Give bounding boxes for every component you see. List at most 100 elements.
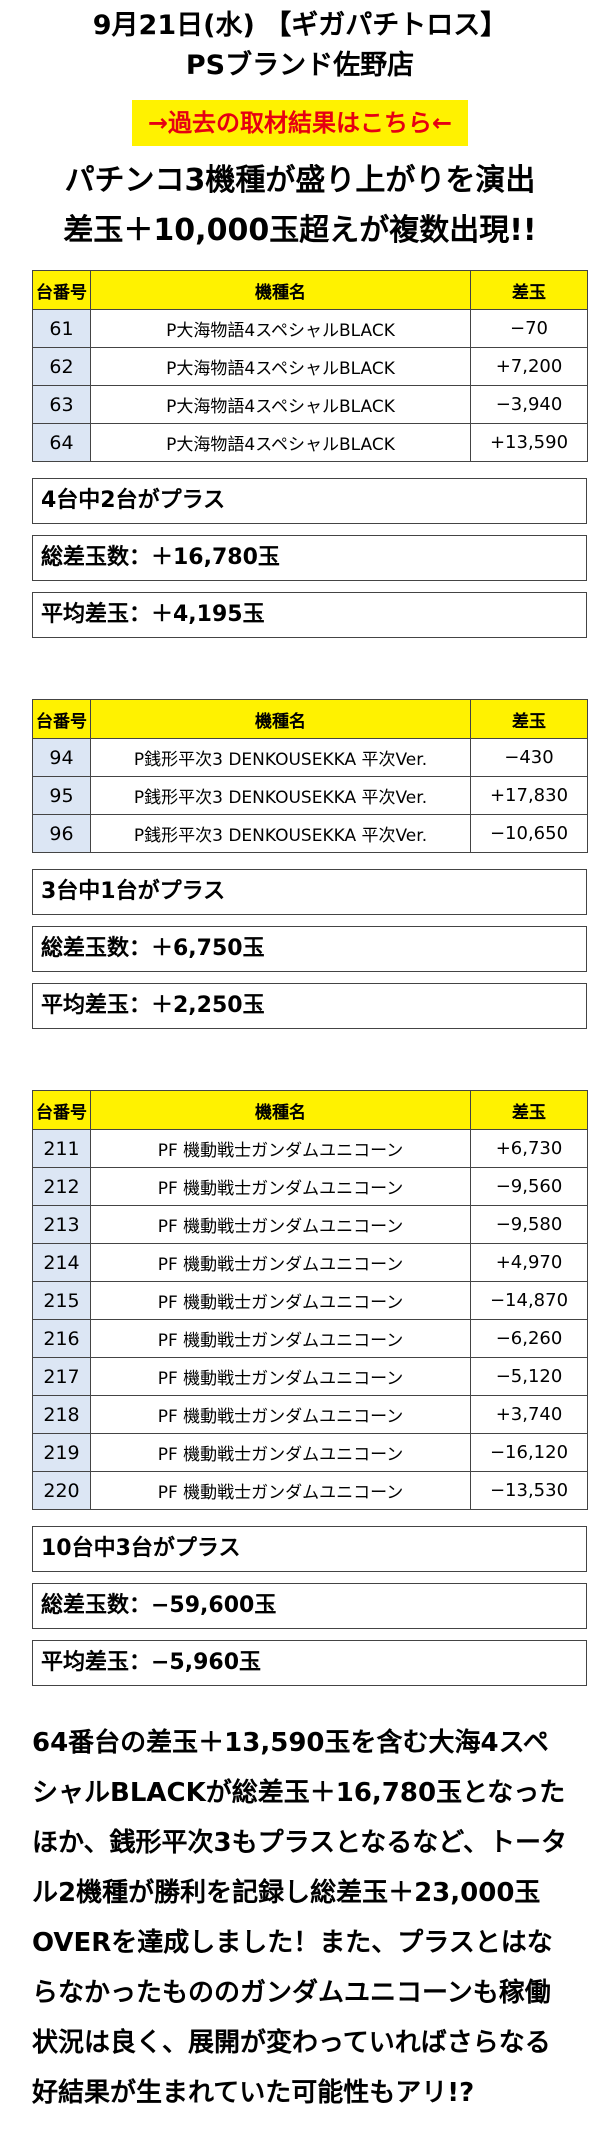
ball-difference: −16,120 — [470, 1433, 588, 1472]
table-row: 62 P大海物語4スペシャルBLACK +7,200 — [32, 347, 588, 386]
machine-model: PF 機動戦士ガンダムユニコーン — [90, 1433, 471, 1472]
average-diff-summary: 平均差玉：＋2,250玉 — [32, 983, 587, 1029]
machine-model: P大海物語4スペシャルBLACK — [90, 423, 471, 462]
ball-difference: −5,120 — [470, 1357, 588, 1396]
column-header-number: 台番号 — [32, 699, 91, 739]
ball-difference: −70 — [470, 309, 588, 348]
table-row: 64 P大海物語4スペシャルBLACK +13,590 — [32, 423, 588, 462]
machine-model: P銭形平次3 DENKOUSEKKA 平次Ver. — [90, 776, 471, 815]
column-header-model: 機種名 — [90, 270, 471, 310]
column-header-number: 台番号 — [32, 1090, 91, 1130]
machine-model: P大海物語4スペシャルBLACK — [90, 385, 471, 424]
total-diff-summary: 総差玉数：＋16,780玉 — [32, 535, 587, 581]
table-row: 61 P大海物語4スペシャルBLACK −70 — [32, 309, 588, 348]
machine-number: 215 — [32, 1281, 91, 1320]
store-name: PSブランド佐野店 — [185, 50, 415, 81]
results-table: 台番号 機種名 差玉 61 P大海物語4スペシャルBLACK −70 62 P大海物語4スペシ… — [32, 270, 588, 462]
machine-model: PF 機動戦士ガンダムユニコーン — [90, 1167, 471, 1206]
machine-model: P銭形平次3 DENKOUSEKKA 平次Ver. — [90, 814, 471, 853]
summary-paragraph: 64番台の差玉＋13,590玉を含む大海4スペシャルBLACKが総差玉＋16,7… — [32, 1728, 567, 2108]
results-table: 台番号 機種名 差玉 94 P銭形平次3 DENKOUSEKKA 平次Ver. −430 9… — [32, 699, 588, 853]
table-row: 214 PF 機動戦士ガンダムユニコーン +4,970 — [32, 1243, 588, 1282]
results-table: 台番号 機種名 差玉 211 PF 機動戦士ガンダムユニコーン +6,730 212 PF 機… — [32, 1090, 588, 1510]
plus-count-summary: 10台中3台がプラス — [32, 1526, 587, 1572]
column-header-model: 機種名 — [90, 699, 471, 739]
table-row: 96 P銭形平次3 DENKOUSEKKA 平次Ver. −10,650 — [32, 814, 588, 853]
table-row: 94 P銭形平次3 DENKOUSEKKA 平次Ver. −430 — [32, 738, 588, 777]
machine-number: 96 — [32, 814, 91, 853]
table-row: 218 PF 機動戦士ガンダムユニコーン +3,740 — [32, 1395, 588, 1434]
table-row: 63 P大海物語4スペシャルBLACK −3,940 — [32, 385, 588, 424]
date-title: 9月21日(水) 【ギガパチトロス】 — [92, 10, 508, 41]
headline-line-1: パチンコ3機種が盛り上がりを演出 — [64, 163, 536, 198]
column-header-number: 台番号 — [32, 270, 91, 310]
machine-number: 212 — [32, 1167, 91, 1206]
table-row: 95 P銭形平次3 DENKOUSEKKA 平次Ver. +17,830 — [32, 776, 588, 815]
machine-number: 94 — [32, 738, 91, 777]
ball-difference: −3,940 — [470, 385, 588, 424]
column-header-diff: 差玉 — [470, 270, 588, 310]
table-header-row: 台番号 機種名 差玉 — [32, 1090, 588, 1130]
machine-number: 95 — [32, 776, 91, 815]
plus-count-summary: 4台中2台がプラス — [32, 478, 587, 524]
table-row: 219 PF 機動戦士ガンダムユニコーン −16,120 — [32, 1433, 588, 1472]
ball-difference: −10,650 — [470, 814, 588, 853]
table-header-row: 台番号 機種名 差玉 — [32, 699, 588, 739]
machine-number: 219 — [32, 1433, 91, 1472]
headline: パチンコ3機種が盛り上がりを演出 差玉＋10,000玉超えが複数出現!! — [0, 156, 600, 256]
ball-difference: −6,260 — [470, 1319, 588, 1358]
table-header-row: 台番号 機種名 差玉 — [32, 270, 588, 310]
machine-number: 211 — [32, 1129, 91, 1168]
machine-number: 64 — [32, 423, 91, 462]
machine-number: 63 — [32, 385, 91, 424]
machine-model: PF 機動戦士ガンダムユニコーン — [90, 1243, 471, 1282]
past-results-link[interactable]: →過去の取材結果はこちら← — [131, 100, 469, 146]
column-header-diff: 差玉 — [470, 699, 588, 739]
table-row: 213 PF 機動戦士ガンダムユニコーン −9,580 — [32, 1205, 588, 1244]
ball-difference: +7,200 — [470, 347, 588, 386]
headline-line-2: 差玉＋10,000玉超えが複数出現!! — [63, 213, 537, 248]
machine-model: PF 機動戦士ガンダムユニコーン — [90, 1471, 471, 1510]
machine-number: 213 — [32, 1205, 91, 1244]
table-row: 220 PF 機動戦士ガンダムユニコーン −13,530 — [32, 1471, 588, 1510]
ball-difference: +6,730 — [470, 1129, 588, 1168]
machine-model: P銭形平次3 DENKOUSEKKA 平次Ver. — [90, 738, 471, 777]
ball-difference: −430 — [470, 738, 588, 777]
machine-number: 220 — [32, 1471, 91, 1510]
table-row: 216 PF 機動戦士ガンダムユニコーン −6,260 — [32, 1319, 588, 1358]
ball-difference: −9,560 — [470, 1167, 588, 1206]
machine-number: 218 — [32, 1395, 91, 1434]
machine-model: PF 機動戦士ガンダムユニコーン — [90, 1281, 471, 1320]
total-diff-summary: 総差玉数：＋6,750玉 — [32, 926, 587, 972]
machine-number: 216 — [32, 1319, 91, 1358]
machine-number: 62 — [32, 347, 91, 386]
table-row: 211 PF 機動戦士ガンダムユニコーン +6,730 — [32, 1129, 588, 1168]
table-row: 212 PF 機動戦士ガンダムユニコーン −9,560 — [32, 1167, 588, 1206]
column-header-model: 機種名 — [90, 1090, 471, 1130]
machine-model: P大海物語4スペシャルBLACK — [90, 347, 471, 386]
results-groups: 台番号 機種名 差玉 61 P大海物語4スペシャルBLACK −70 62 P大海物語4スペシ… — [0, 270, 600, 1686]
ball-difference: +17,830 — [470, 776, 588, 815]
ball-difference: −14,870 — [470, 1281, 588, 1320]
table-row: 217 PF 機動戦士ガンダムユニコーン −5,120 — [32, 1357, 588, 1396]
past-results-link-wrap: →過去の取材結果はこちら← — [0, 100, 600, 146]
machine-number: 217 — [32, 1357, 91, 1396]
table-row: 215 PF 機動戦士ガンダムユニコーン −14,870 — [32, 1281, 588, 1320]
machine-model: PF 機動戦士ガンダムユニコーン — [90, 1319, 471, 1358]
machine-number: 61 — [32, 309, 91, 348]
plus-count-summary: 3台中1台がプラス — [32, 869, 587, 915]
average-diff-summary: 平均差玉：−5,960玉 — [32, 1640, 587, 1686]
machine-number: 214 — [32, 1243, 91, 1282]
ball-difference: +3,740 — [470, 1395, 588, 1434]
machine-model: PF 機動戦士ガンダムユニコーン — [90, 1205, 471, 1244]
total-diff-summary: 総差玉数：−59,600玉 — [32, 1583, 587, 1629]
ball-difference: +13,590 — [470, 423, 588, 462]
machine-model: PF 機動戦士ガンダムユニコーン — [90, 1129, 471, 1168]
ball-difference: +4,970 — [470, 1243, 588, 1282]
column-header-diff: 差玉 — [470, 1090, 588, 1130]
machine-model: PF 機動戦士ガンダムユニコーン — [90, 1395, 471, 1434]
ball-difference: −9,580 — [470, 1205, 588, 1244]
machine-model: P大海物語4スペシャルBLACK — [90, 309, 471, 348]
ball-difference: −13,530 — [470, 1471, 588, 1510]
